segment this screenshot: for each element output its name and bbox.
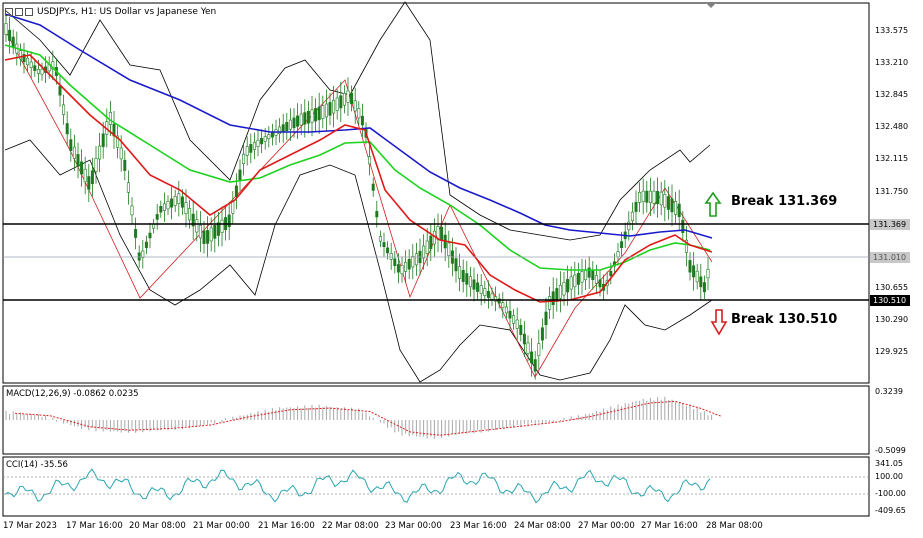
price-label: 132.115 xyxy=(875,154,909,163)
cci-panel[interactable] xyxy=(2,456,870,517)
macd-label: MACD(12,26,9) -0.0862 0.0235 xyxy=(6,389,139,399)
chart-type-icon xyxy=(5,8,13,16)
price-label: 132.845 xyxy=(875,90,909,99)
cci-axis-341: 341.05 xyxy=(875,459,903,468)
time-label: 27 Mar 16:00 xyxy=(641,521,698,531)
price-label: 130.655 xyxy=(875,283,909,292)
current-price-badge: 131.010 xyxy=(870,252,910,263)
chart-title: USDJPY.s, H1: US Dollar vs Japanese Yen xyxy=(37,7,217,17)
time-label: 23 Mar 16:00 xyxy=(450,521,507,531)
price-label: 133.210 xyxy=(875,58,909,67)
symbol-icons xyxy=(5,8,33,16)
chart-title-bar: USDJPY.s, H1: US Dollar vs Japanese Yen xyxy=(5,5,216,19)
level-badge-upper: 131.369 xyxy=(870,219,910,230)
bollinger-upper-line xyxy=(4,1,711,241)
ma-slow-line xyxy=(4,13,713,239)
price-label: 130.290 xyxy=(875,315,909,324)
time-label: 22 Mar 08:00 xyxy=(322,521,379,531)
cci-label: CCI(14) -35.56 xyxy=(6,460,68,470)
time-label: 28 Mar 08:00 xyxy=(706,521,763,531)
main-chart-panel[interactable] xyxy=(2,2,870,384)
time-label: 21 Mar 16:00 xyxy=(258,521,315,531)
time-label: 23 Mar 00:00 xyxy=(385,521,442,531)
cci-axis-100: 100.00 xyxy=(875,472,903,481)
time-label: 17 Mar 16:00 xyxy=(66,521,123,531)
time-label: 17 Mar 2023 xyxy=(3,521,57,531)
price-label: 132.480 xyxy=(875,122,909,131)
macd-histogram xyxy=(5,396,713,439)
break-up-label: Break 131.369 xyxy=(731,194,838,209)
price-label: 131.750 xyxy=(875,187,909,196)
time-label: 20 Mar 08:00 xyxy=(129,521,186,531)
bollinger-lower-line xyxy=(4,139,713,383)
price-label: 129.925 xyxy=(875,347,909,356)
chart-shift-marker-icon xyxy=(706,3,716,8)
chart-period-icon xyxy=(15,8,23,16)
time-label: 21 Mar 00:00 xyxy=(193,521,250,531)
price-label: 133.575 xyxy=(875,26,909,35)
macd-axis-top: 0.3239 xyxy=(875,387,903,396)
chart-props-icon xyxy=(25,8,33,16)
break-down-label: Break 130.510 xyxy=(731,312,838,327)
ma-mid-line xyxy=(4,44,711,271)
cci-axis-minus100: -100.00 xyxy=(875,489,906,498)
break-down-arrow-icon xyxy=(710,309,728,336)
time-label: 27 Mar 00:00 xyxy=(578,521,635,531)
macd-signal-line xyxy=(14,400,723,436)
macd-panel[interactable] xyxy=(2,385,870,455)
cci-line xyxy=(4,468,711,504)
macd-axis-bottom: -0.5099 xyxy=(875,446,906,455)
level-badge-lower: 130.510 xyxy=(870,295,910,306)
time-label: 24 Mar 08:00 xyxy=(514,521,571,531)
break-up-arrow-icon xyxy=(704,191,722,217)
ma-fast-line xyxy=(4,54,713,303)
cci-axis-minus409: -409.65 xyxy=(875,506,906,515)
